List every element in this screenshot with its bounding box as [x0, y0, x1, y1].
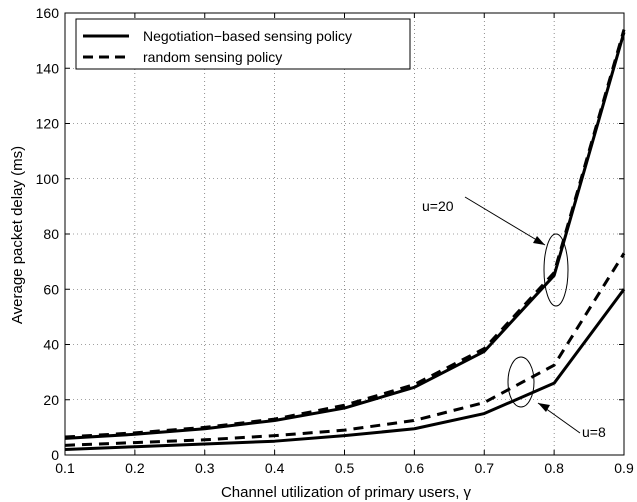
annotation-u8: u=8 [582, 424, 606, 440]
x-tick-label: 0.7 [475, 460, 495, 476]
x-tick-label: 0.4 [265, 460, 285, 476]
annotation-u20: u=20 [422, 198, 454, 214]
x-tick-label: 0.6 [405, 460, 425, 476]
series-line-u20-dashed [64, 29, 626, 439]
u20-arrowhead [533, 236, 545, 245]
u20-arrow [464, 196, 546, 246]
u20-ellipse [543, 233, 569, 307]
y-axis-label: Average packet delay (ms) [9, 146, 26, 324]
series-line-u8-solid [64, 288, 626, 451]
series-line-u8-dashed [64, 252, 626, 447]
y-tick-label: 140 [36, 60, 60, 76]
x-axis-label: Channel utilization of primary users, γ [221, 484, 472, 501]
annotations: u=20 u=8 [422, 196, 606, 440]
u8-arrowhead [538, 403, 550, 412]
legend-label-negotiation: Negotiation−based sensing policy [143, 28, 352, 44]
y-tick-label: 80 [43, 226, 59, 242]
y-tick-label: 40 [43, 337, 59, 353]
y-tick-label: 20 [43, 392, 59, 408]
x-tick-label: 0.5 [335, 460, 355, 476]
y-tick-label: 0 [51, 447, 59, 463]
x-tick-label: 0.8 [544, 460, 564, 476]
axes: 0.1 0.2 0.3 0.4 0.5 0.6 0.7 0.8 0.9 0 20 40 60 80 100 1… [36, 5, 634, 476]
x-tick-label: 0.9 [614, 460, 634, 476]
legend-label-random: random sensing policy [143, 49, 282, 65]
legend: Negotiation−based sensing policy random … [75, 18, 411, 70]
x-tick-label: 0.2 [125, 460, 145, 476]
u8-ellipse [507, 356, 535, 408]
y-tick-label: 60 [43, 281, 59, 297]
legend-box [75, 18, 411, 70]
series-lines [64, 29, 626, 451]
y-tick-label: 120 [36, 116, 60, 132]
x-tick-label: 0.1 [55, 460, 75, 476]
y-tick-label: 160 [36, 5, 60, 21]
y-tick-label: 100 [36, 171, 60, 187]
x-tick-label: 0.3 [195, 460, 215, 476]
